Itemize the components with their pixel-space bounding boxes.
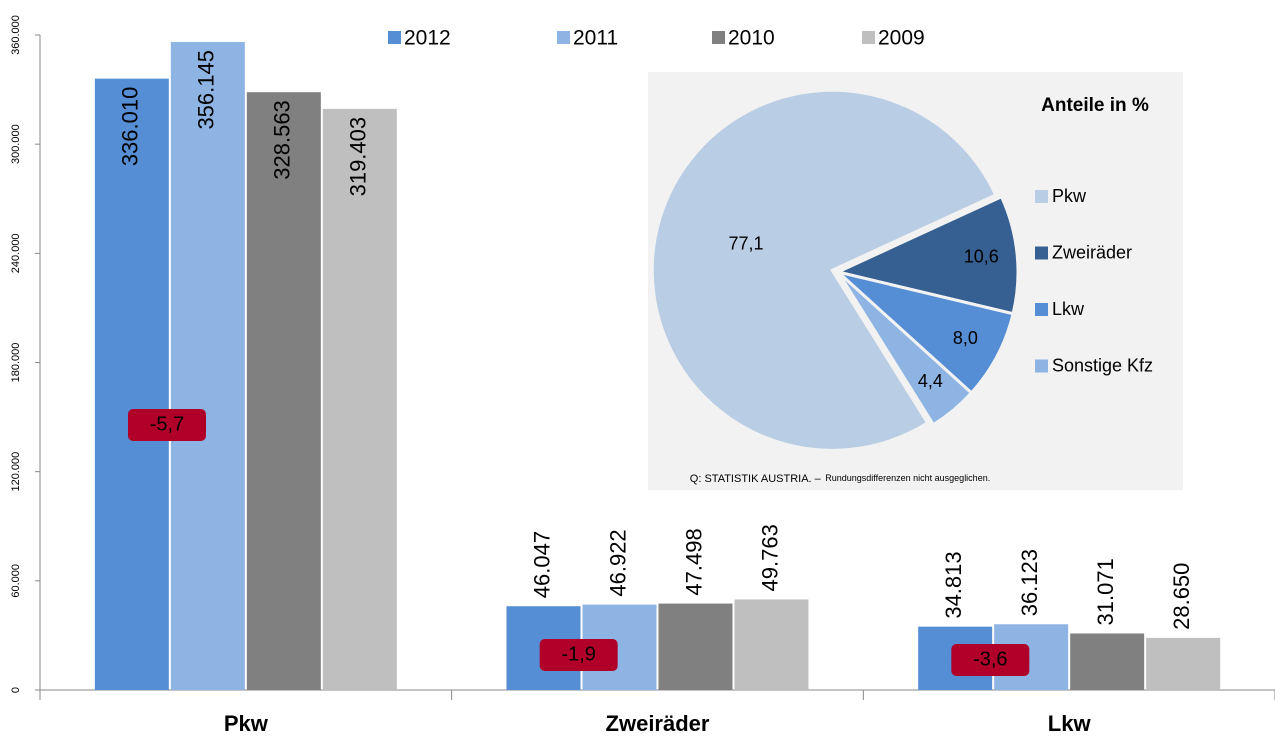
legend-label: Zweiräder — [1052, 242, 1132, 262]
x-tick-label: Zweiräder — [606, 711, 710, 736]
y-tick-label: 60.000 — [10, 564, 22, 598]
legend-label: 2011 — [573, 27, 618, 50]
value-label: 28.650 — [1169, 563, 1194, 630]
bar — [170, 42, 245, 690]
legend-swatch — [557, 31, 570, 44]
pie-slice — [833, 194, 1020, 316]
pie-slice — [650, 88, 998, 452]
bar — [322, 108, 397, 690]
legend-label: Pkw — [1052, 186, 1087, 206]
value-label: 46.922 — [605, 529, 630, 596]
bar — [734, 599, 809, 690]
source-remark: Rundungsdifferenzen nicht ausgeglichen. — [825, 473, 990, 483]
pie-title: Anteile in % — [1041, 95, 1149, 116]
value-label: 46.047 — [529, 531, 554, 598]
legend-label: 2012 — [404, 27, 451, 50]
x-tick-label: Pkw — [224, 711, 269, 736]
pie-slice — [836, 270, 974, 427]
slice-label: 77,1 — [728, 233, 763, 253]
legend-swatch — [388, 31, 401, 44]
legend-label: Sonstige Kfz — [1052, 355, 1153, 375]
source: Q: STATISTIK AUSTRIA. – — [690, 473, 822, 485]
y-tick-label: 0 — [10, 687, 22, 693]
value-label: 31.071 — [1093, 558, 1118, 625]
value-label: 34.813 — [941, 551, 966, 618]
legend-swatch — [1035, 190, 1048, 203]
legend-swatch — [1035, 359, 1048, 373]
bar — [658, 603, 733, 690]
change-label: -1,9 — [561, 643, 595, 665]
legend-label: 2010 — [728, 27, 775, 50]
change-badge — [539, 639, 618, 671]
slice-label: 4,4 — [918, 371, 943, 391]
change-badge — [128, 409, 206, 441]
y-tick-label: 120.000 — [10, 452, 22, 492]
value-label: 319.403 — [346, 117, 371, 197]
y-tick-label: 360.000 — [10, 15, 22, 55]
value-label: 336.010 — [118, 87, 143, 167]
value-label: 36.123 — [1017, 549, 1042, 616]
bar-layer: 0 60.000 120.000 180.000 240.000 300.000 360.0… — [10, 15, 1275, 736]
bar — [246, 92, 321, 690]
value-label: 47.498 — [681, 528, 706, 595]
slice-label: 8,0 — [953, 328, 978, 348]
legend-swatch — [1035, 246, 1048, 260]
legend-swatch — [862, 31, 875, 44]
legend-swatch — [1035, 303, 1048, 316]
pie-slice — [836, 270, 1015, 395]
y-tick-label: 300.000 — [10, 124, 22, 164]
legend-label: 2009 — [878, 27, 925, 50]
change-label: -3,6 — [973, 648, 1007, 670]
y-tick-label: 240.000 — [10, 233, 22, 273]
change-badge — [951, 644, 1030, 676]
legend-label: Lkw — [1052, 299, 1085, 319]
slice-label: 10,6 — [964, 247, 999, 267]
pie-layer: 77,1 10,6 8,0 4,4 Pkw Zweiräder Lkw Sonstige Kf… — [650, 88, 1153, 452]
value-label: 356.145 — [194, 50, 219, 130]
value-label: 49.763 — [757, 524, 782, 591]
bar — [1146, 637, 1221, 690]
source-note: Q: STATISTIK AUSTRIA. – Rundungsdifferen… — [690, 470, 990, 487]
value-label: 328.563 — [270, 100, 295, 180]
y-tick-label: 180.000 — [10, 343, 22, 383]
legend-swatch — [712, 31, 725, 44]
x-tick-label: Lkw — [1048, 711, 1092, 736]
bar — [1070, 633, 1145, 690]
bar — [94, 78, 169, 690]
change-label: -5,7 — [150, 413, 184, 435]
